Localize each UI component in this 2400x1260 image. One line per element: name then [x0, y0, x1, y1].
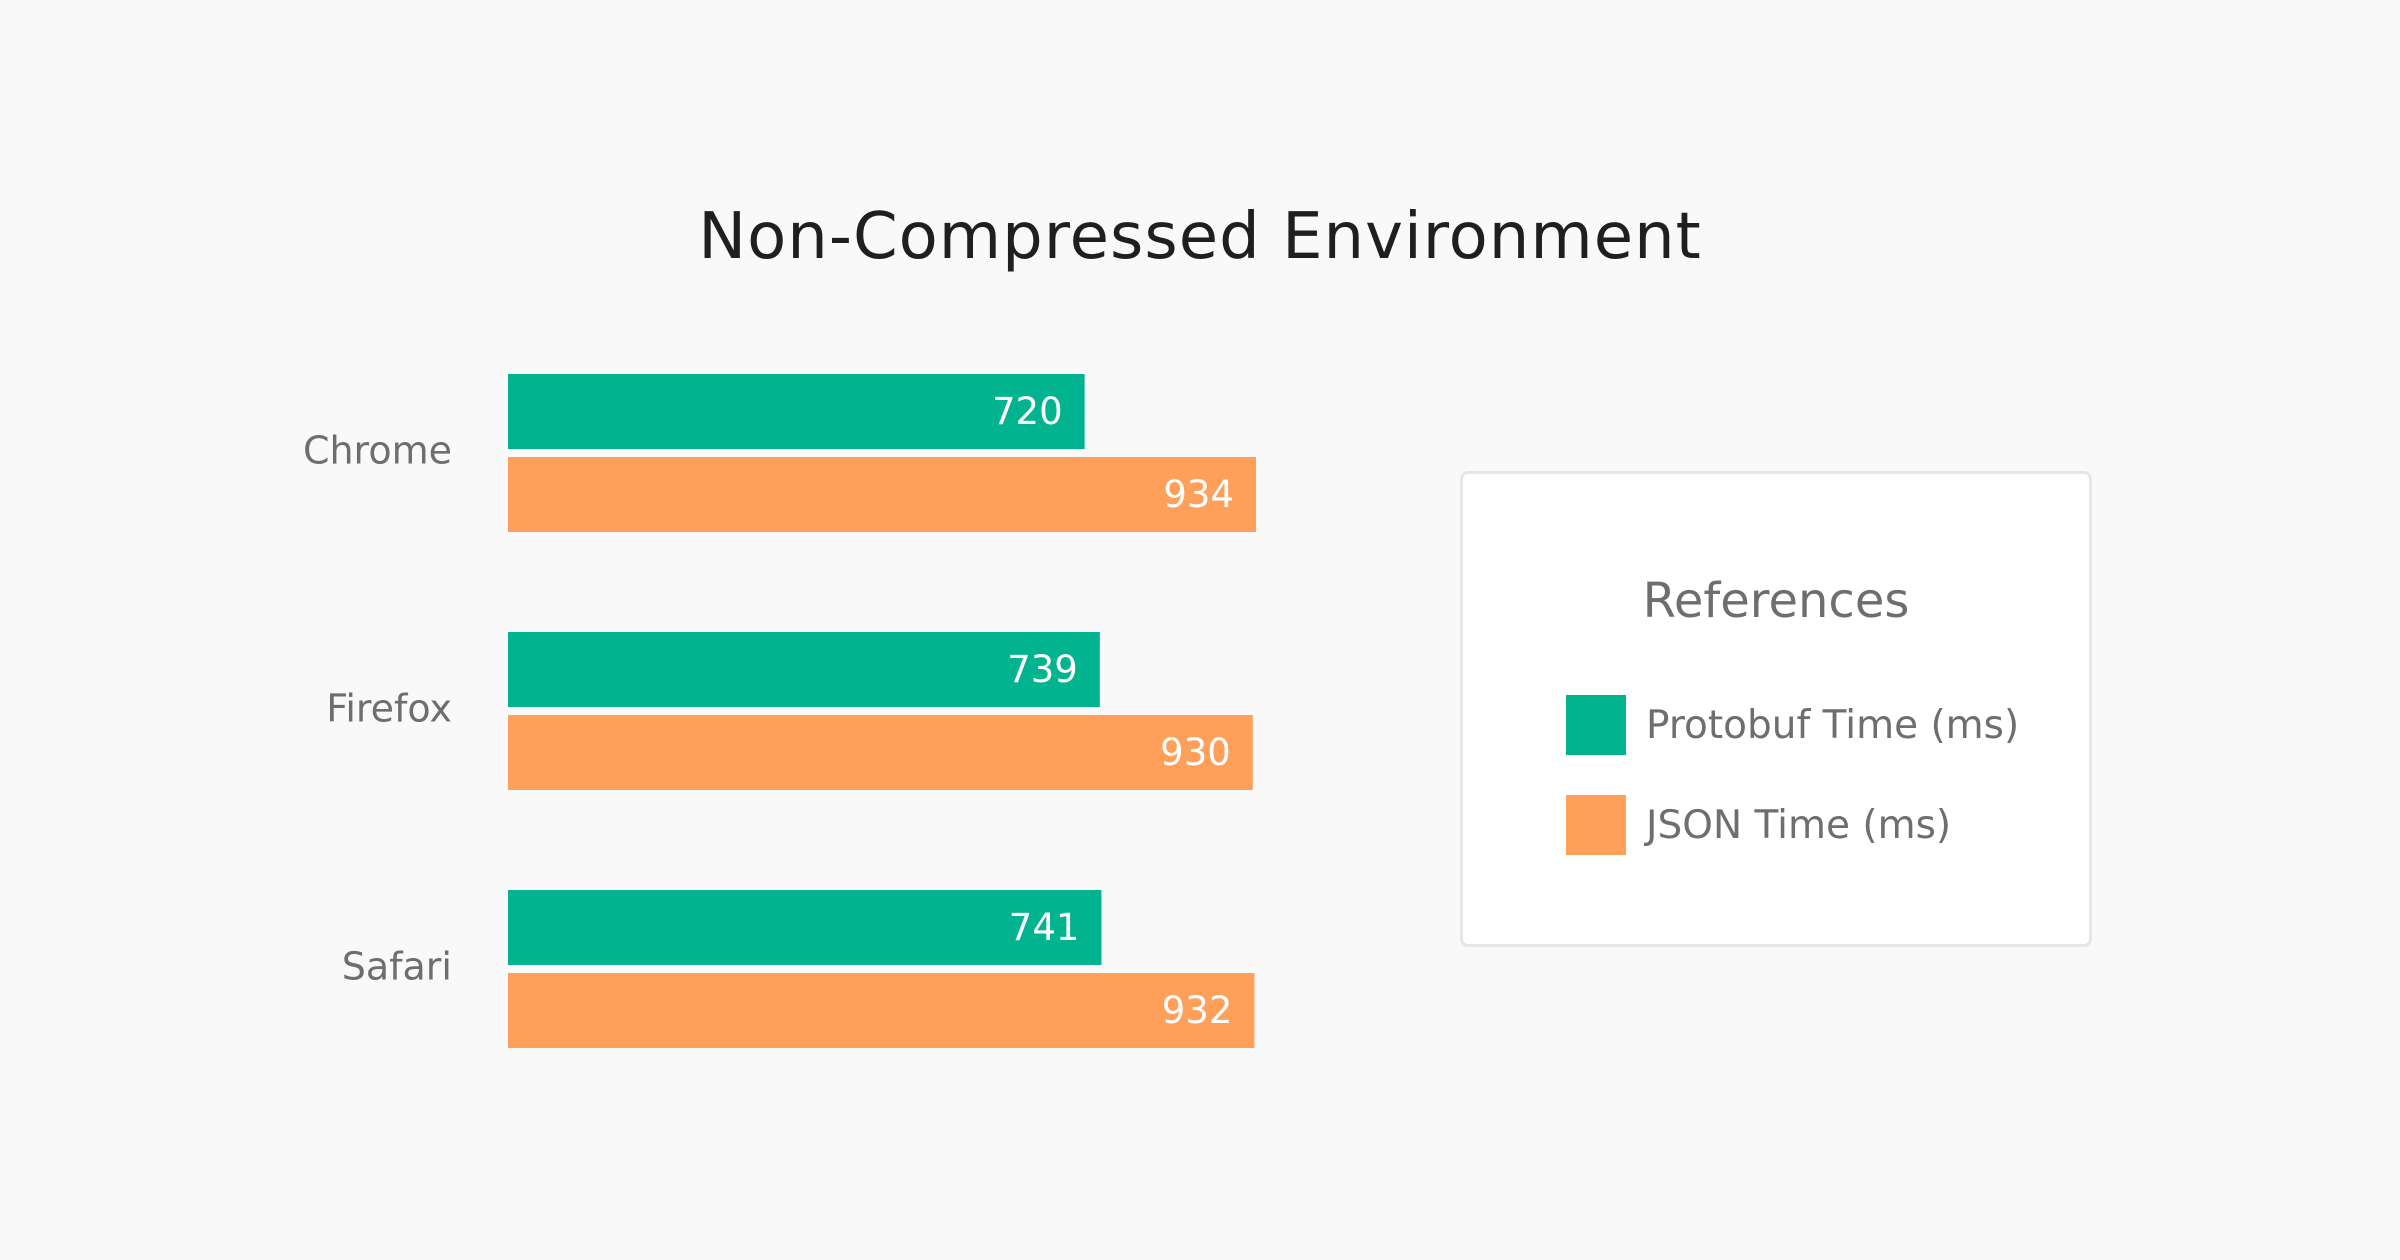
legend-item-json: JSON Time (ms) — [1566, 795, 1951, 855]
bar-chrome-json — [508, 457, 1256, 532]
data-label-firefox-json: 930 — [1160, 731, 1231, 774]
data-label-chrome-json: 934 — [1163, 473, 1234, 516]
category-label-safari: Safari — [342, 945, 452, 989]
bar-firefox-json — [508, 715, 1253, 790]
category-label-firefox: Firefox — [326, 687, 452, 731]
bar-firefox-protobuf — [508, 632, 1100, 707]
chart-title: Non-Compressed Environment — [698, 200, 1702, 274]
data-label-safari-protobuf: 741 — [1009, 906, 1080, 949]
bar-chrome-protobuf — [508, 374, 1085, 449]
legend-item-protobuf: Protobuf Time (ms) — [1566, 695, 2019, 755]
legend-box: References Protobuf Time (ms) JSON Time … — [1460, 471, 2092, 947]
data-label-safari-json: 932 — [1162, 989, 1233, 1032]
category-label-chrome: Chrome — [303, 429, 452, 473]
bar-safari-json — [508, 973, 1255, 1048]
bar-safari-protobuf — [508, 890, 1102, 965]
legend-title: References — [1642, 573, 1910, 629]
legend-label-protobuf: Protobuf Time (ms) — [1646, 702, 2020, 748]
legend-swatch-protobuf — [1566, 695, 1626, 755]
legend-label-json: JSON Time (ms) — [1646, 802, 1952, 848]
data-label-firefox-protobuf: 739 — [1007, 648, 1078, 691]
legend-swatch-json — [1566, 795, 1626, 855]
data-label-chrome-protobuf: 720 — [992, 390, 1063, 433]
